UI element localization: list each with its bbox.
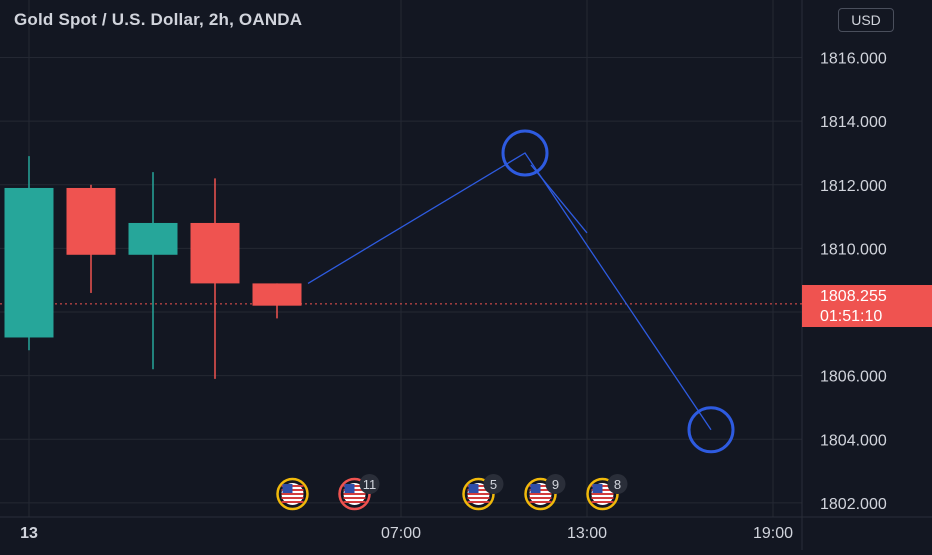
event-count-badge xyxy=(483,474,504,494)
currency-button[interactable]: USD xyxy=(838,8,894,32)
y-axis-tick-label: 1814.000 xyxy=(820,114,887,131)
y-axis-tick-label: 1816.000 xyxy=(820,51,887,68)
us-flag-icon xyxy=(467,483,490,505)
y-axis-tick-label: 1806.000 xyxy=(820,369,887,386)
event-count-badge xyxy=(359,474,380,494)
event-count-label: 5 xyxy=(490,477,497,492)
drawing-anchor-circle xyxy=(501,129,549,177)
flag-canton xyxy=(344,484,355,493)
event-count-label: 11 xyxy=(363,477,377,492)
symbol-title: Gold Spot / U.S. Dollar, 2h, OANDA xyxy=(14,10,303,29)
candle-body xyxy=(128,222,178,255)
event-count-label: 9 xyxy=(552,477,559,492)
drawing-path xyxy=(307,152,712,431)
flag-stripe xyxy=(591,501,614,503)
y-axis-tick-label: 1802.000 xyxy=(820,496,887,513)
y-axis-tick-label: 1810.000 xyxy=(820,241,887,258)
us-flag-icon xyxy=(281,483,304,505)
flag-stripe xyxy=(281,501,304,503)
flag-canton xyxy=(530,484,541,493)
y-axis-tick-label: 1804.000 xyxy=(820,432,887,449)
flag-stripe xyxy=(467,493,490,495)
last-price-label: 1808.255 01:51:10 xyxy=(802,285,932,327)
event-count-badge xyxy=(607,474,628,494)
flag-canton xyxy=(468,484,479,493)
flag-stripe xyxy=(343,497,366,499)
flag-stripe xyxy=(281,493,304,495)
event-count-badge xyxy=(545,474,566,494)
drawing-anchor-circle xyxy=(687,406,735,454)
candle-body xyxy=(252,283,302,306)
event-count-label: 8 xyxy=(614,477,621,492)
candle xyxy=(252,283,302,319)
x-axis-tick-label: 13:00 xyxy=(567,525,607,542)
x-axis-tick-label: 19:00 xyxy=(753,525,793,542)
candle-body xyxy=(190,222,240,284)
candle-body xyxy=(4,187,54,338)
flag-stripe xyxy=(467,501,490,503)
candle xyxy=(128,172,178,370)
candle xyxy=(4,156,54,351)
flag-stripe xyxy=(591,493,614,495)
flag-canton xyxy=(282,484,293,493)
flag-stripe xyxy=(343,501,366,503)
candle-body xyxy=(66,187,116,255)
flag-stripe xyxy=(529,493,552,495)
us-flag-icon xyxy=(343,483,366,505)
last-price-value: 1808.255 xyxy=(820,288,887,305)
event-marker[interactable] xyxy=(276,477,309,511)
flag-stripe xyxy=(343,493,366,495)
candle xyxy=(190,178,240,379)
event-marker[interactable]: 8 xyxy=(586,474,628,511)
flag-canton xyxy=(592,484,603,493)
flag-stripe xyxy=(467,497,490,499)
candle xyxy=(66,184,116,293)
event-marker[interactable]: 9 xyxy=(524,474,566,511)
y-axis-tick-label: 1812.000 xyxy=(820,178,887,195)
flag-stripe xyxy=(281,497,304,499)
drawing-segment xyxy=(530,164,588,234)
flag-stripe xyxy=(529,501,552,503)
bar-countdown: 01:51:10 xyxy=(820,308,883,325)
x-axis-tick-label: 13 xyxy=(20,525,38,542)
us-flag-icon xyxy=(591,483,614,505)
event-marker[interactable]: 5 xyxy=(462,474,504,511)
event-marker[interactable]: 11 xyxy=(338,474,380,511)
x-axis-tick-label: 07:00 xyxy=(381,525,421,542)
us-flag-icon xyxy=(529,483,552,505)
flag-stripe xyxy=(529,497,552,499)
flag-stripe xyxy=(591,497,614,499)
